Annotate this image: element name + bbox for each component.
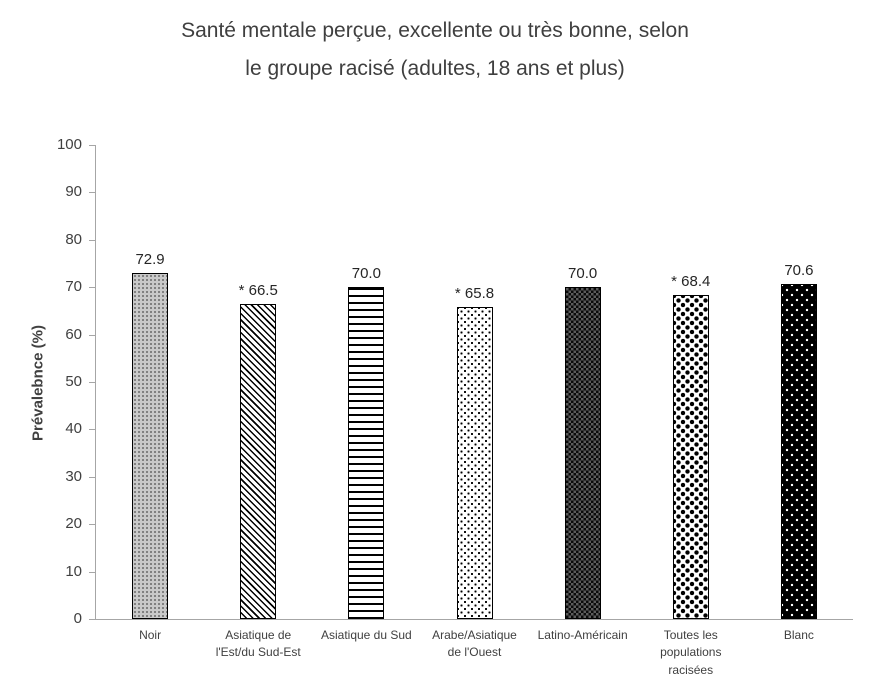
y-tick-label: 90 bbox=[65, 183, 82, 201]
bar-value-label-3: * 65.8 bbox=[454, 285, 495, 303]
y-tick-mark bbox=[89, 145, 96, 146]
bar-0 bbox=[132, 273, 169, 619]
plot-area: 0 10 20 30 40 50 60 70 80 90 100 72.9 Noir * 66.5 Asia… bbox=[57, 136, 853, 677]
bar-value-label-1: * 66.5 bbox=[238, 281, 278, 299]
bar-4 bbox=[564, 287, 601, 619]
y-tick-mark bbox=[89, 239, 96, 241]
y-tick-label: 60 bbox=[65, 325, 82, 343]
x-category-label-5: Toutes les populations racisées bbox=[660, 628, 722, 677]
y-tick-mark bbox=[89, 334, 96, 336]
y-tick-mark bbox=[89, 382, 96, 383]
x-category-label-3: Arabe/Asiatique de l'Ouest bbox=[432, 628, 517, 660]
y-tick-label: 30 bbox=[65, 467, 82, 485]
bar-value-label-5: * 68.4 bbox=[671, 272, 711, 290]
y-tick-mark bbox=[89, 571, 96, 573]
y-tick-label: 20 bbox=[65, 515, 82, 533]
y-tick-mark bbox=[89, 192, 96, 194]
bar-6 bbox=[780, 284, 817, 619]
bar-value-label-2: 70.0 bbox=[351, 265, 381, 283]
y-tick-label: 100 bbox=[56, 136, 82, 153]
x-category-label-4: Latino-Américain bbox=[537, 628, 628, 642]
y-tick-mark bbox=[89, 619, 96, 620]
y-tick-label: 50 bbox=[65, 373, 82, 390]
x-category-label-1: Asiatique de l'Est/du Sud-Est bbox=[215, 628, 301, 660]
y-tick-label: 80 bbox=[65, 230, 82, 248]
y-tick-mark bbox=[89, 429, 96, 431]
bar-3 bbox=[456, 307, 493, 619]
y-tick-label: 70 bbox=[65, 278, 82, 296]
bar-value-label-6: 70.6 bbox=[784, 262, 814, 280]
x-category-label-0: Noir bbox=[139, 628, 162, 642]
bar-5 bbox=[672, 294, 709, 619]
x-category-label-2: Asiatique du Sud bbox=[320, 628, 412, 642]
bar-value-label-0: 72.9 bbox=[135, 251, 165, 269]
y-tick-label: 10 bbox=[65, 562, 82, 580]
bar-value-label-4: 70.0 bbox=[568, 265, 598, 283]
bar-1 bbox=[240, 303, 277, 619]
y-tick-mark bbox=[89, 524, 96, 526]
chart-title: Santé mentale perçue, excellente ou très… bbox=[181, 19, 689, 80]
y-tick-mark bbox=[89, 476, 96, 478]
y-tick-mark bbox=[89, 287, 96, 289]
x-category-label-6: Blanc bbox=[783, 628, 814, 642]
y-tick-label: 0 bbox=[73, 610, 82, 627]
bar-2 bbox=[348, 287, 385, 619]
y-tick-label: 40 bbox=[65, 420, 82, 438]
